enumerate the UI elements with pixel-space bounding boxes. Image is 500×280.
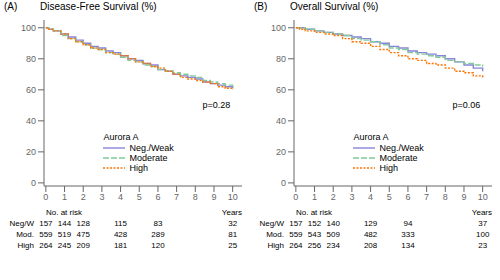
- html-text:181: 181: [113, 241, 128, 250]
- svg-text:60: 60: [26, 85, 36, 95]
- svg-text:40: 40: [26, 116, 36, 126]
- svg-text:60: 60: [276, 85, 286, 95]
- html-text:No. at risk: No. at risk: [296, 208, 332, 217]
- html-text:High: High: [267, 241, 284, 250]
- html-text:519: 519: [57, 230, 72, 239]
- svg-text:6: 6: [405, 192, 410, 202]
- html-text:559: 559: [289, 230, 303, 239]
- svg-text:40: 40: [276, 116, 286, 126]
- svg-text:0: 0: [293, 192, 298, 202]
- html-text:234: 234: [326, 241, 340, 250]
- svg-text:1: 1: [62, 192, 67, 202]
- html-text:25: 25: [228, 241, 238, 250]
- html-text:115: 115: [114, 219, 127, 228]
- svg-text:20: 20: [26, 147, 36, 157]
- svg-text:7: 7: [174, 192, 179, 202]
- svg-text:80: 80: [26, 54, 36, 64]
- svg-text:3: 3: [99, 192, 104, 202]
- svg-text:100: 100: [21, 23, 36, 33]
- html-text:Mod.: Mod.: [16, 230, 34, 239]
- html-text:High: High: [17, 241, 34, 250]
- html-text:Overall Survival (%): Overall Survival (%): [290, 1, 379, 12]
- html-text:140: 140: [326, 219, 340, 228]
- html-text:264: 264: [289, 241, 303, 250]
- html-text:(A): (A): [4, 1, 18, 12]
- html-text:Neg./Weak: Neg./Weak: [129, 142, 174, 153]
- html-text:120: 120: [151, 241, 165, 250]
- html-text:Moderate: Moderate: [379, 152, 418, 163]
- svg-text:10: 10: [228, 192, 238, 202]
- svg-text:6: 6: [155, 192, 160, 202]
- svg-text:9: 9: [461, 192, 466, 202]
- html-text:Disease-Free Survival (%): Disease-Free Survival (%): [40, 1, 157, 12]
- svg-text:0: 0: [281, 178, 286, 188]
- svg-text:8: 8: [443, 192, 448, 202]
- html-text:475: 475: [76, 230, 90, 239]
- html-text:144: 144: [57, 219, 72, 228]
- svg-text:2: 2: [81, 192, 86, 202]
- svg-text:0: 0: [43, 192, 48, 202]
- html-text:509: 509: [326, 230, 340, 239]
- svg-text:100: 100: [271, 23, 286, 33]
- html-text:32: 32: [228, 219, 238, 228]
- html-text:152: 152: [307, 219, 322, 228]
- html-text:94: 94: [403, 219, 413, 228]
- html-text:(B): (B): [254, 1, 268, 12]
- html-text:No. at risk: No. at risk: [46, 208, 82, 217]
- html-text:23: 23: [478, 241, 488, 250]
- svg-text:20: 20: [276, 147, 286, 157]
- html-text:p=0.28: p=0.28: [202, 99, 231, 110]
- html-text:Neg./Weak: Neg./Weak: [379, 142, 424, 153]
- html-text:245: 245: [57, 241, 72, 250]
- html-text:289: 289: [151, 230, 165, 239]
- html-text:134: 134: [401, 241, 415, 250]
- html-text:High: High: [129, 162, 148, 173]
- html-text:157: 157: [39, 219, 53, 228]
- svg-text:7: 7: [424, 192, 429, 202]
- svg-text:1: 1: [312, 192, 317, 202]
- html-text:428: 428: [113, 230, 128, 239]
- html-text:559: 559: [39, 230, 53, 239]
- html-text:129: 129: [363, 219, 378, 228]
- svg-text:5: 5: [137, 192, 142, 202]
- svg-text:4: 4: [118, 192, 123, 202]
- svg-text:8: 8: [193, 192, 198, 202]
- html-text:Years: Years: [221, 208, 242, 217]
- html-text:Aurora A: Aurora A: [103, 131, 139, 142]
- svg-text:3: 3: [349, 192, 354, 202]
- svg-text:4: 4: [368, 192, 373, 202]
- html-text:83: 83: [153, 219, 163, 228]
- svg-text:2: 2: [331, 192, 336, 202]
- html-text:Moderate: Moderate: [129, 152, 168, 163]
- html-text:Neg/W: Neg/W: [9, 219, 34, 228]
- html-text:256: 256: [307, 241, 322, 250]
- html-text:Neg/W: Neg/W: [259, 219, 284, 228]
- html-text:Mod.: Mod.: [266, 230, 284, 239]
- svg-text:0: 0: [31, 178, 36, 188]
- html-text:High: High: [379, 162, 398, 173]
- svg-text:5: 5: [387, 192, 392, 202]
- html-text:p=0.06: p=0.06: [452, 99, 481, 110]
- html-text:81: 81: [228, 230, 238, 239]
- html-text:128: 128: [76, 219, 90, 228]
- html-text:Aurora A: Aurora A: [353, 131, 389, 142]
- html-text:208: 208: [363, 241, 378, 250]
- svg-text:80: 80: [276, 54, 286, 64]
- html-text:264: 264: [39, 241, 53, 250]
- svg-text:9: 9: [211, 192, 216, 202]
- html-text:333: 333: [401, 230, 415, 239]
- html-text:157: 157: [289, 219, 303, 228]
- html-text:100: 100: [476, 230, 490, 239]
- html-text:543: 543: [307, 230, 322, 239]
- svg-text:10: 10: [478, 192, 488, 202]
- html-text:209: 209: [76, 241, 90, 250]
- html-text:482: 482: [363, 230, 378, 239]
- html-text:37: 37: [478, 219, 488, 228]
- html-text:Years: Years: [471, 208, 492, 217]
